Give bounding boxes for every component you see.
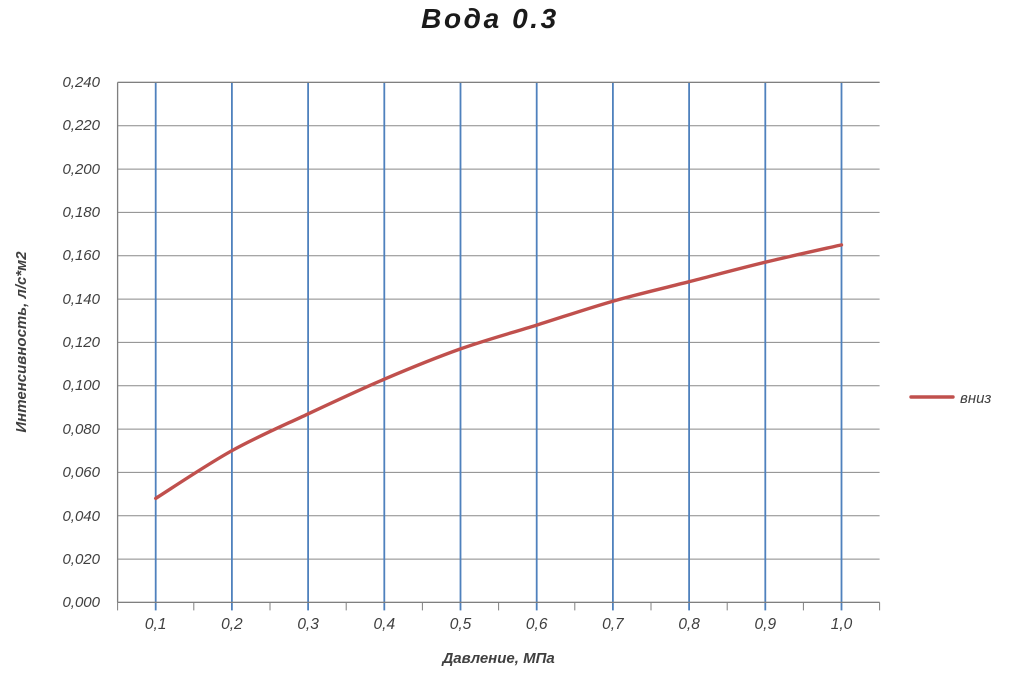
- svg-text:0,2: 0,2: [221, 616, 243, 633]
- svg-text:0,160: 0,160: [62, 247, 100, 264]
- svg-text:0,020: 0,020: [62, 551, 100, 568]
- svg-text:Давление, МПа: Давление, МПа: [440, 650, 554, 667]
- svg-text:0,100: 0,100: [62, 377, 100, 394]
- svg-text:Интенсивность, л/с*м2: Интенсивность, л/с*м2: [13, 251, 30, 433]
- svg-text:0,5: 0,5: [450, 616, 472, 633]
- svg-text:0,9: 0,9: [755, 616, 777, 633]
- svg-text:0,040: 0,040: [62, 508, 100, 525]
- svg-text:0,7: 0,7: [602, 616, 625, 633]
- svg-text:0,220: 0,220: [62, 117, 100, 134]
- svg-text:0,140: 0,140: [62, 291, 100, 308]
- svg-text:0,3: 0,3: [297, 616, 319, 633]
- svg-text:0,240: 0,240: [62, 74, 100, 91]
- svg-text:0,180: 0,180: [62, 204, 100, 221]
- svg-text:0,8: 0,8: [678, 616, 700, 633]
- svg-text:вниз: вниз: [960, 390, 991, 407]
- svg-text:0,080: 0,080: [62, 421, 100, 438]
- svg-text:0,120: 0,120: [62, 334, 100, 351]
- svg-text:0,1: 0,1: [145, 616, 167, 633]
- svg-text:0,000: 0,000: [62, 594, 100, 611]
- svg-text:0,200: 0,200: [62, 161, 100, 178]
- svg-text:1,0: 1,0: [831, 616, 853, 633]
- svg-text:0,060: 0,060: [62, 464, 100, 481]
- svg-text:0,6: 0,6: [526, 616, 548, 633]
- svg-text:0,4: 0,4: [374, 616, 396, 633]
